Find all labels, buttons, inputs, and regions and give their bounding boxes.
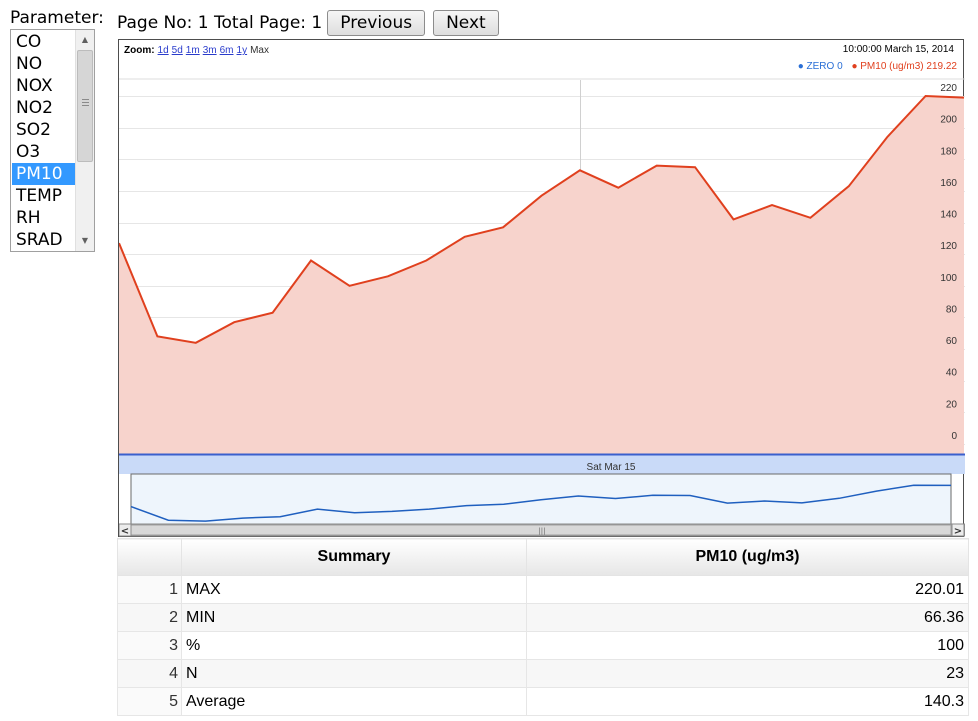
y-tick-label: 200	[940, 115, 957, 126]
parameter-option-no2[interactable]: NO2	[16, 98, 53, 118]
y-tick-label: 100	[940, 273, 957, 284]
chart-svg[interactable]: 0 20 40 60 80 100 120 140 160 180 200 220 Sat Mar 15…	[119, 40, 965, 538]
row-value: 140.3	[526, 687, 969, 716]
zoom-controls: Zoom: 1d 5d 1m 3m 6m 1y Max	[124, 45, 269, 56]
row-label: MIN	[181, 603, 527, 632]
listbox-scrollbar[interactable]: ▲ ▼	[75, 30, 94, 251]
legend-zero-value: 0	[837, 61, 843, 72]
row-index: 1	[117, 575, 182, 604]
row-label: Average	[181, 687, 527, 716]
page-info: Page No: 1 Total Page: 1	[117, 13, 323, 33]
legend-item-zero[interactable]: ● ZERO 0	[797, 61, 843, 72]
navigator-grip-icon: |||	[538, 527, 545, 535]
zoom-3m[interactable]: 3m	[202, 45, 217, 56]
zoom-1d[interactable]: 1d	[157, 45, 169, 56]
previous-button[interactable]: Previous	[327, 10, 426, 36]
row-value: 100	[526, 631, 969, 660]
legend-zero-name: ZERO	[806, 61, 835, 72]
header-summary[interactable]: Summary	[181, 538, 527, 576]
y-tick-label: 140	[940, 210, 957, 221]
row-value: 66.36	[526, 603, 969, 632]
parameter-option-temp[interactable]: TEMP	[16, 186, 63, 206]
series-line-pm10	[119, 94, 965, 344]
x-axis-band	[119, 454, 965, 474]
pager: Page No: 1 Total Page: 1 Previous Next	[117, 9, 507, 37]
parameter-option-nox[interactable]: NOX	[16, 76, 53, 96]
parameter-option-srad[interactable]: SRAD	[16, 230, 63, 250]
grip-icon	[82, 99, 89, 106]
legend-pm10-value: 219.22	[926, 61, 957, 72]
zoom-1y[interactable]: 1y	[236, 45, 248, 56]
parameter-label: Parameter:	[10, 8, 104, 28]
parameter-list: CO NO NOX NO2 SO2 O3 PM10 TEMP RH SRAD	[12, 31, 75, 251]
series-area-pm10	[119, 96, 964, 454]
next-button[interactable]: Next	[433, 10, 499, 36]
parameter-option-o3[interactable]: O3	[16, 142, 41, 162]
navigator-right-button	[951, 523, 965, 537]
parameter-option-so2[interactable]: SO2	[16, 120, 51, 140]
row-label: N	[181, 659, 527, 688]
parameter-option-pm10[interactable]: PM10	[12, 163, 75, 185]
legend-pm10-name: PM10 (ug/m3)	[860, 61, 924, 72]
scroll-thumb[interactable]	[77, 50, 93, 162]
y-tick-label: 40	[946, 368, 958, 379]
zoom-max: Max	[250, 45, 269, 56]
navigator-right-arrow-icon: >	[954, 526, 962, 537]
chart-panel: 0 20 40 60 80 100 120 140 160 180 200 220 Sat Mar 15…	[118, 39, 965, 538]
row-index: 4	[117, 659, 182, 688]
chart-legend: ● ZERO 0 ● PM10 (ug/m3) 219.22	[798, 61, 957, 72]
y-tick-label: 0	[951, 431, 957, 442]
y-tick-label: 60	[946, 336, 958, 347]
row-index: 3	[117, 631, 182, 660]
y-tick-label: 120	[940, 241, 957, 252]
summary-table: Summary PM10 (ug/m3) 1 MAX 220.01 2 MIN 66.36…	[117, 538, 969, 716]
table-row: 5 Average 140.3	[117, 687, 969, 716]
navigator-left-arrow-icon: <	[121, 526, 129, 537]
scroll-down-arrow-icon[interactable]: ▼	[81, 236, 89, 245]
table-row: 1 MAX 220.01	[117, 575, 969, 604]
scroll-up-arrow-icon[interactable]: ▲	[81, 35, 89, 44]
table-row: 4 N 23	[117, 659, 969, 688]
navigator-line	[130, 484, 952, 522]
legend-item-pm10[interactable]: ● PM10 (ug/m3) 219.22	[851, 61, 957, 72]
row-index: 2	[117, 603, 182, 632]
row-label: %	[181, 631, 527, 660]
y-tick-label: 160	[940, 178, 957, 189]
parameter-listbox[interactable]: CO NO NOX NO2 SO2 O3 PM10 TEMP RH SRAD ▲ ▼	[10, 29, 95, 252]
row-value: 220.01	[526, 575, 969, 604]
chart-timestamp: 10:00:00 March 15, 2014	[842, 44, 954, 55]
zoom-label: Zoom:	[124, 45, 155, 56]
y-tick-label: 180	[940, 146, 957, 157]
table-row: 3% 100	[117, 631, 969, 660]
zoom-6m[interactable]: 6m	[219, 45, 234, 56]
parameter-option-no[interactable]: NO	[16, 54, 43, 74]
zoom-5d[interactable]: 5d	[171, 45, 183, 56]
y-tick-label: 80	[946, 304, 958, 315]
row-label: MAX	[181, 575, 527, 604]
zoom-1m[interactable]: 1m	[185, 45, 200, 56]
summary-header-row: Summary PM10 (ug/m3)	[117, 538, 969, 576]
table-row: 2 MIN 66.36	[117, 603, 969, 632]
header-pm10[interactable]: PM10 (ug/m3)	[526, 538, 969, 576]
parameter-option-co[interactable]: CO	[16, 32, 42, 52]
y-tick-label: 220	[940, 83, 957, 94]
header-index	[117, 538, 182, 576]
row-value: 23	[526, 659, 969, 688]
y-tick-label: 20	[946, 399, 958, 410]
x-axis-date-label: Sat Mar 15	[587, 462, 636, 473]
navigator-left-button	[119, 523, 132, 537]
row-index: 5	[117, 687, 182, 716]
parameter-option-rh[interactable]: RH	[16, 208, 41, 228]
